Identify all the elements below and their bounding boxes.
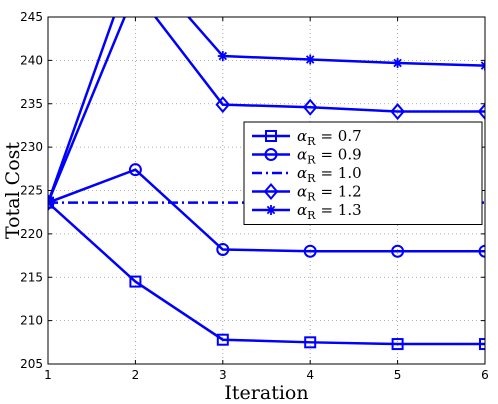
legend-label: αR = 1.2 [297, 183, 362, 204]
data-point [217, 51, 228, 62]
star-stroke [266, 205, 276, 215]
y-axis-title: Total Cost [2, 142, 24, 239]
data-point [216, 333, 229, 346]
star-stroke [48, 201, 53, 207]
star-stroke [48, 198, 53, 204]
series-line [48, 17, 485, 204]
data-point [48, 194, 56, 212]
series-0 [48, 196, 485, 351]
y-tick-label: 235 [20, 97, 43, 111]
star-stroke [218, 51, 228, 61]
legend-entry-1: αR = 0.9 [252, 146, 362, 167]
legend-marker [263, 182, 279, 201]
data-point [305, 54, 316, 65]
data-point [129, 275, 142, 288]
data-point [215, 96, 231, 114]
series-3 [48, 17, 485, 212]
star-stroke [305, 55, 315, 64]
y-tick-label: 210 [20, 314, 43, 328]
tick-layer: 1 2 3 4 5 6 205 210 215 220 225 230 235 240 245 [20, 10, 489, 382]
x-tick-label: 3 [219, 368, 227, 382]
legend-box [243, 121, 483, 225]
legend-label: αR = 1.3 [297, 201, 362, 222]
x-tick-label: 5 [394, 368, 402, 382]
data-point [480, 60, 485, 71]
x-tick-label: 6 [481, 368, 489, 382]
data-point [216, 242, 230, 256]
data-point [479, 338, 485, 351]
y-tick-label: 220 [20, 227, 43, 241]
y-tick-label: 225 [20, 184, 43, 198]
series-line [48, 17, 485, 204]
data-point [390, 103, 405, 121]
legend-entry-3: αR = 1.2 [252, 183, 362, 204]
star-stroke [480, 64, 485, 70]
legend-entry-4: αR = 1.3 [252, 201, 362, 222]
data-point [302, 98, 318, 116]
legend-entry-0: αR = 0.7 [252, 127, 362, 148]
x-axis-title: Iteration [224, 382, 308, 404]
star-stroke [393, 58, 402, 68]
data-point [477, 103, 485, 121]
y-tick-label: 240 [20, 53, 43, 67]
y-tick-label: 215 [20, 270, 43, 284]
y-tick-label: 245 [20, 10, 43, 24]
legend-entry-2: αR = 1.0 [252, 164, 362, 185]
y-tick-label: 205 [20, 357, 43, 371]
star-stroke [480, 61, 485, 67]
series-4 [48, 17, 485, 208]
y-tick-label: 230 [20, 140, 43, 154]
legend-label: αR = 1.0 [297, 164, 362, 185]
data-point [391, 244, 405, 258]
x-tick-label: 1 [44, 368, 52, 382]
series-1 [48, 163, 485, 258]
data-point [391, 338, 404, 351]
x-tick-label: 4 [306, 368, 314, 382]
legend-marker [264, 148, 278, 161]
data-point [478, 244, 485, 258]
legend: αR = 0.7αR = 0.9αR = 1.0αR = 1.2αR = 1.3 [243, 121, 483, 225]
series-line [48, 201, 485, 346]
x-tick-label: 2 [132, 368, 140, 382]
data-point [304, 336, 317, 349]
legend-marker [266, 205, 276, 215]
data-point [128, 163, 142, 177]
data-point [303, 244, 317, 258]
series-line [48, 168, 485, 253]
data-point [48, 197, 53, 208]
legend-label: αR = 0.7 [297, 127, 362, 148]
legend-label: αR = 0.9 [297, 146, 362, 167]
data-point [392, 57, 403, 68]
legend-marker [265, 130, 277, 142]
